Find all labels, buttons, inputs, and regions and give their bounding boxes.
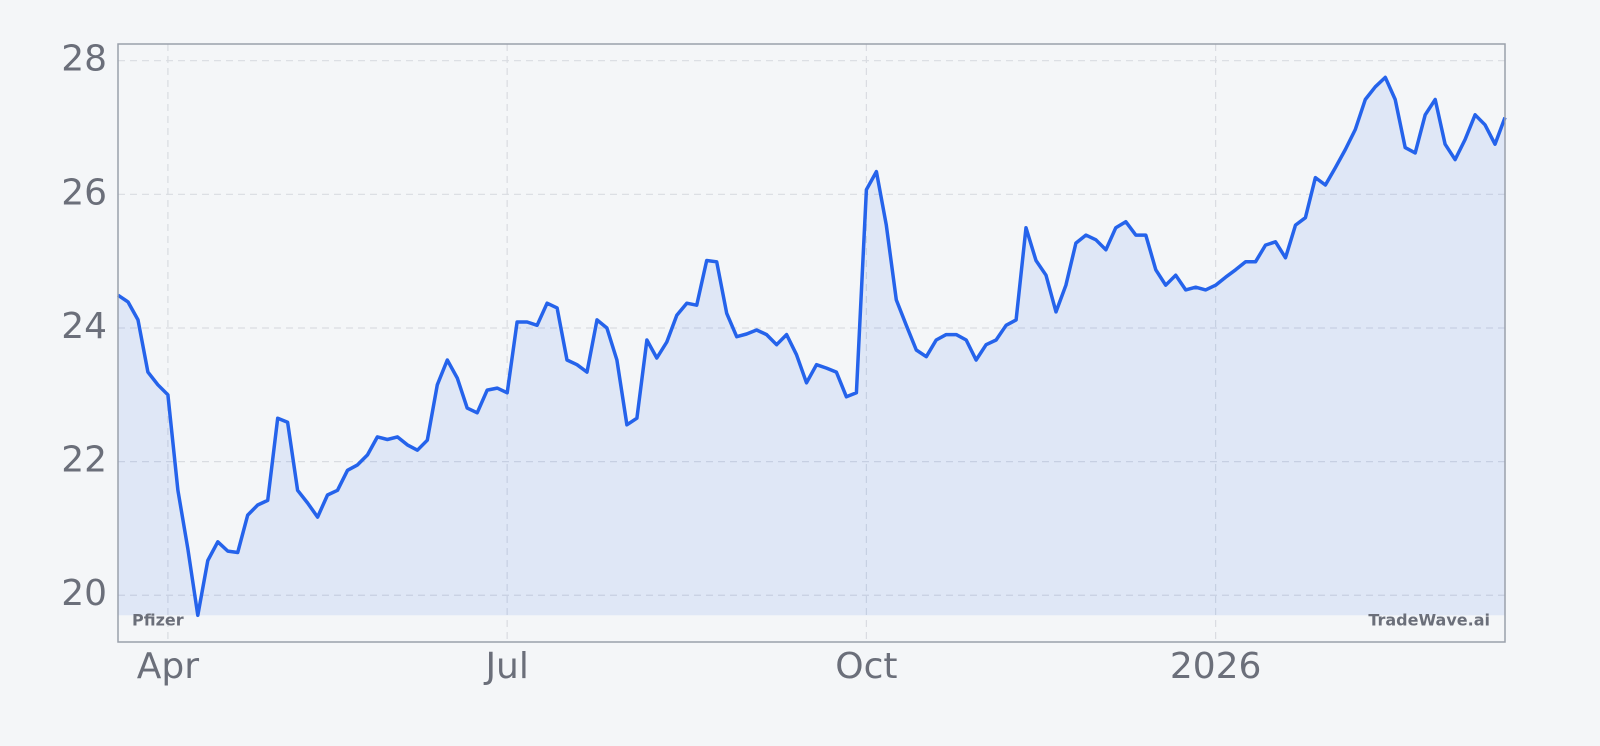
grid	[118, 44, 1505, 642]
area	[118, 77, 1505, 616]
series-label: Pfizer	[132, 611, 184, 630]
plot-frame	[117, 43, 1506, 643]
x-tick-label: Apr	[137, 646, 199, 687]
x-tick-label: Jul	[483, 646, 528, 687]
line	[117, 75, 1507, 618]
x-tick-label: Oct	[835, 646, 897, 687]
y-tick-label: 22	[61, 440, 107, 481]
watermark: TradeWave.ai	[1368, 611, 1490, 630]
plot	[117, 75, 1507, 618]
y-tick-label: 28	[61, 39, 107, 80]
y-tick-label: 26	[61, 172, 107, 213]
y-tick-label: 20	[61, 573, 107, 614]
x-tick-label: 2026	[1170, 646, 1262, 687]
y-tick-label: 24	[61, 306, 107, 347]
